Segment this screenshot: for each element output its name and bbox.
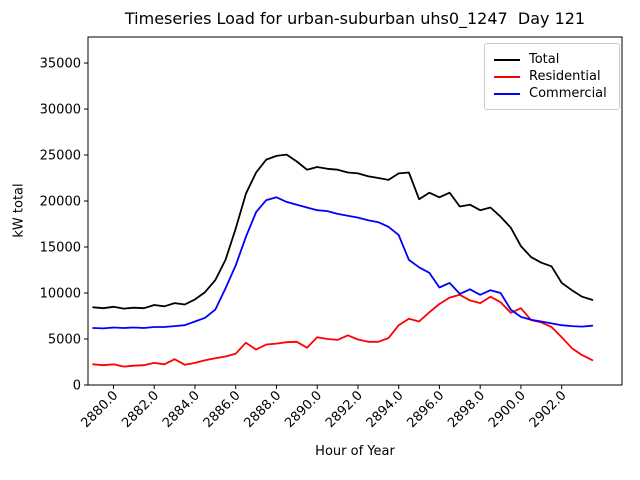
- legend-entry-residential: Residential: [494, 68, 610, 85]
- legend-label-commercial: Commercial: [529, 86, 607, 101]
- series-line-total: [92, 153, 594, 310]
- y-tick-label: 35000: [40, 57, 81, 72]
- y-tick-label: 5000: [48, 333, 81, 348]
- x-tick-label: 2898.0: [445, 388, 488, 431]
- y-tick-label: 20000: [40, 195, 81, 210]
- x-tick-label: 2892.0: [323, 388, 366, 431]
- chart-title: Timeseries Load for urban-suburban uhs0_…: [124, 9, 586, 28]
- series-line-residential: [92, 293, 594, 368]
- legend-entry-commercial: Commercial: [494, 85, 610, 102]
- x-tick-label: 2886.0: [201, 388, 244, 431]
- total-line-swatch: [494, 58, 520, 61]
- legend-label-total: Total: [529, 52, 560, 67]
- series-line-commercial: [92, 196, 594, 330]
- x-axis-label: Hour of Year: [315, 444, 395, 459]
- y-tick-label: 15000: [40, 241, 81, 256]
- x-tick-label: 2888.0: [242, 388, 285, 431]
- y-tick-label: 30000: [40, 103, 81, 118]
- y-tick-label: 0: [73, 379, 81, 394]
- legend-label-residential: Residential: [529, 69, 601, 84]
- legend: Total Residential Commercial: [484, 43, 620, 110]
- y-tick-label: 10000: [40, 287, 81, 302]
- y-tick-label: 25000: [40, 149, 81, 164]
- x-tick-label: 2894.0: [364, 388, 407, 431]
- legend-entry-total: Total: [494, 51, 610, 68]
- x-tick-label: 2880.0: [79, 388, 122, 431]
- commercial-line-swatch: [494, 92, 520, 95]
- x-tick-label: 2890.0: [282, 388, 325, 431]
- x-tick-label: 2884.0: [160, 388, 203, 431]
- y-axis-label: kW total: [11, 183, 27, 238]
- x-tick-label: 2900.0: [486, 388, 529, 431]
- x-tick-label: 2902.0: [527, 388, 570, 431]
- residential-line-swatch: [494, 75, 520, 78]
- x-tick-label: 2882.0: [119, 388, 162, 431]
- x-tick-label: 2896.0: [404, 388, 447, 431]
